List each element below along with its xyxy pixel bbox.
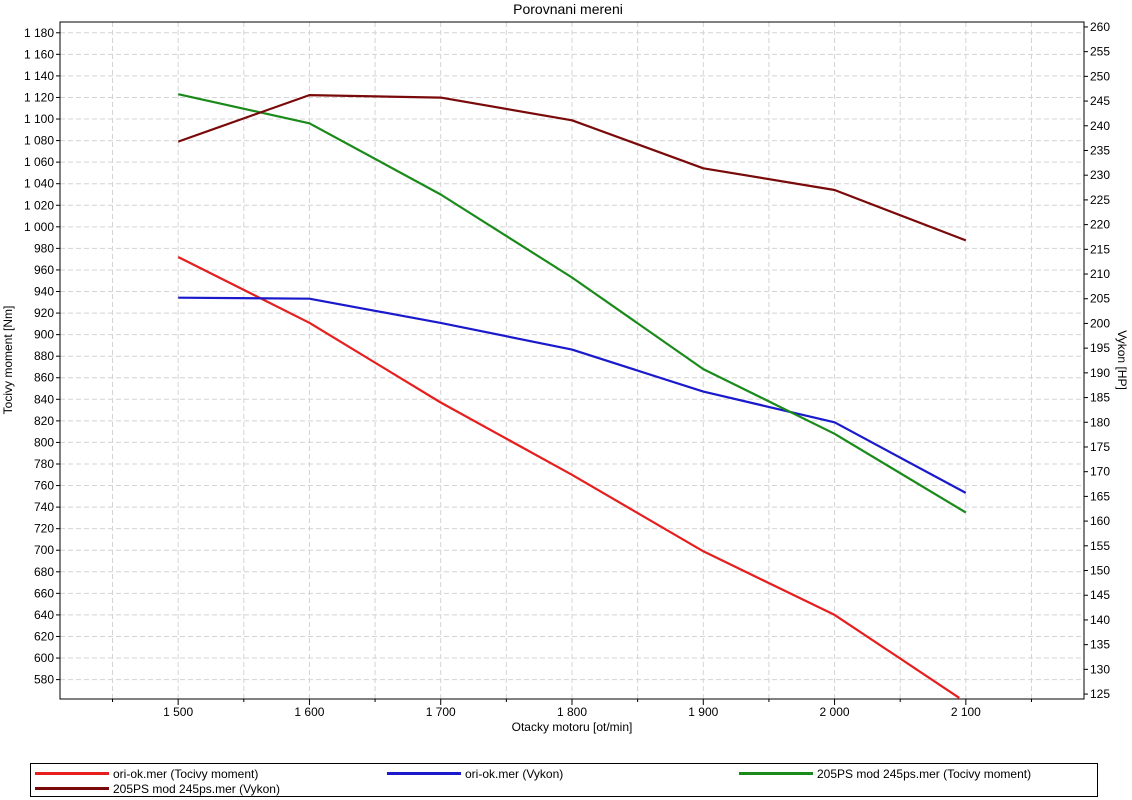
y-right-tick-label: 240 [1090, 119, 1110, 133]
x-axis-label: Otacky motoru [ot/min] [512, 720, 633, 734]
legend-label: 205PS mod 245ps.mer (Tocivy moment) [817, 766, 1032, 781]
x-tick-label: 2 100 [951, 705, 981, 719]
y-right-tick-label: 210 [1090, 267, 1110, 281]
x-tick-label: 2 000 [820, 705, 850, 719]
x-tick-label: 1 900 [688, 705, 718, 719]
y-left-tick-label: 760 [34, 479, 54, 493]
y-left-tick-label: 1 060 [24, 155, 54, 169]
y-left-tick-label: 1 000 [24, 220, 54, 234]
y-left-tick-label: 720 [34, 522, 54, 536]
x-tick-label: 1 500 [163, 705, 193, 719]
y-left-tick-label: 980 [34, 241, 54, 255]
y-left-tick-label: 1 040 [24, 177, 54, 191]
y-right-tick-label: 170 [1090, 465, 1110, 479]
y-left-tick-label: 620 [34, 629, 54, 643]
y-right-tick-label: 165 [1090, 489, 1110, 503]
y-left-tick-label: 960 [34, 263, 54, 277]
y-right-tick-label: 160 [1090, 514, 1110, 528]
legend-swatch [739, 772, 813, 775]
y-right-tick-label: 145 [1090, 588, 1110, 602]
y-left-tick-label: 700 [34, 543, 54, 557]
y-right-tick-label: 155 [1090, 539, 1110, 553]
series-line-1 [178, 296, 967, 494]
legend-label: ori-ok.mer (Tocivy moment) [113, 766, 259, 781]
series-line-2 [177, 93, 967, 514]
y-left-tick-label: 600 [34, 651, 54, 665]
legend-label: ori-ok.mer (Vykon) [465, 766, 564, 781]
y-left-tick-label: 740 [34, 500, 54, 514]
y-right-tick-label: 215 [1090, 242, 1110, 256]
y-left-tick-label: 800 [34, 435, 54, 449]
y-left-tick-label: 840 [34, 392, 54, 406]
y-left-tick-label: 1 160 [24, 47, 54, 61]
x-tick-label: 1 700 [426, 705, 456, 719]
y-right-tick-label: 205 [1090, 292, 1110, 306]
y-right-tick-label: 130 [1090, 662, 1110, 676]
y-right-tick-label: 125 [1090, 687, 1110, 701]
y-left-tick-label: 1 180 [24, 26, 54, 40]
y-right-tick-label: 140 [1090, 613, 1110, 627]
chart: Porovnani mereni 580 600 620 640 660 680 700 72… [1, 1, 1129, 734]
y-left-tick-label: 1 140 [24, 69, 54, 83]
y-left-tick-label: 1 120 [24, 90, 54, 104]
series-line-0 [177, 256, 960, 699]
y-right-tick-label: 245 [1090, 94, 1110, 108]
chart-title: Porovnani mereni [513, 1, 623, 17]
grid-lines [60, 22, 1084, 699]
y-axis-left: 580 600 620 640 660 680 700 720 740 760 780 800 820 8… [24, 26, 60, 687]
y-right-tick-label: 260 [1090, 20, 1110, 34]
y-axis-right-label: Vykon [HP] [1115, 330, 1129, 390]
y-right-tick-label: 195 [1090, 341, 1110, 355]
y-right-tick-label: 220 [1090, 218, 1110, 232]
y-left-tick-label: 1 080 [24, 134, 54, 148]
y-left-tick-label: 860 [34, 371, 54, 385]
y-right-tick-label: 200 [1090, 316, 1110, 330]
y-right-tick-label: 250 [1090, 69, 1110, 83]
legend-swatch [387, 772, 461, 775]
series-lines [177, 93, 967, 699]
y-right-tick-label: 190 [1090, 366, 1110, 380]
y-left-tick-label: 920 [34, 306, 54, 320]
legend-item-205ps-torque: 205PS mod 245ps.mer (Tocivy moment) [739, 766, 1031, 781]
legend-item-ori-ok-torque: ori-ok.mer (Tocivy moment) [35, 766, 258, 781]
y-axis-left-label: Tocivy moment [Nm] [1, 306, 15, 415]
x-axis: 1 500 1 600 1 700 1 800 1 900 2 000 2 100 [112, 699, 1032, 719]
y-right-tick-label: 230 [1090, 168, 1110, 182]
series-line-3 [177, 93, 967, 242]
y-right-tick-label: 225 [1090, 193, 1110, 207]
y-right-tick-label: 180 [1090, 415, 1110, 429]
legend-item-ori-ok-power: ori-ok.mer (Vykon) [387, 766, 563, 781]
x-tick-label: 1 600 [294, 705, 324, 719]
legend-label: 205PS mod 245ps.mer (Vykon) [113, 781, 280, 796]
y-right-tick-label: 150 [1090, 564, 1110, 578]
x-tick-label: 1 800 [557, 705, 587, 719]
y-right-tick-label: 255 [1090, 45, 1110, 59]
y-right-tick-label: 185 [1090, 391, 1110, 405]
y-left-tick-label: 940 [34, 285, 54, 299]
y-left-tick-label: 640 [34, 608, 54, 622]
y-right-tick-label: 235 [1090, 143, 1110, 157]
legend-swatch [35, 772, 109, 775]
y-left-tick-label: 1 100 [24, 112, 54, 126]
y-left-tick-label: 900 [34, 328, 54, 342]
y-left-tick-label: 580 [34, 673, 54, 687]
y-left-tick-label: 780 [34, 457, 54, 471]
y-left-tick-label: 680 [34, 565, 54, 579]
legend-swatch [35, 787, 109, 790]
y-left-tick-label: 820 [34, 414, 54, 428]
y-axis-right: 125 130 135 140 145 150 155 160 165 170 175 180 185 1… [1084, 20, 1110, 701]
y-left-tick-label: 880 [34, 349, 54, 363]
legend-item-205ps-power: 205PS mod 245ps.mer (Vykon) [35, 781, 280, 796]
y-right-tick-label: 175 [1090, 440, 1110, 454]
legend: ori-ok.mer (Tocivy moment) ori-ok.mer (V… [30, 763, 1098, 797]
y-left-tick-label: 660 [34, 586, 54, 600]
y-right-tick-label: 135 [1090, 638, 1110, 652]
y-left-tick-label: 1 020 [24, 198, 54, 212]
